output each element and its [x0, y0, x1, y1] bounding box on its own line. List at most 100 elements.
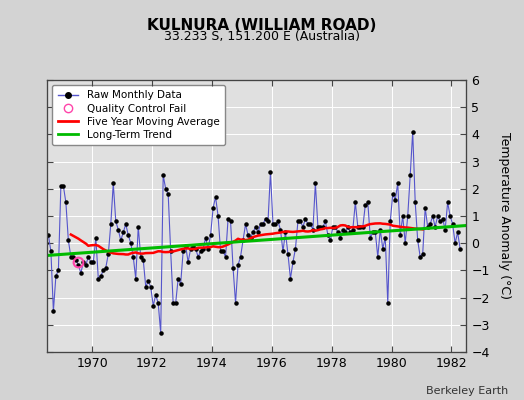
- Point: [64, 237, 72, 244]
- Point: [281, 229, 290, 236]
- Point: [456, 246, 464, 252]
- Point: [177, 281, 185, 287]
- Point: [141, 284, 150, 290]
- Point: [199, 246, 208, 252]
- Point: [376, 226, 385, 233]
- Point: [42, 240, 50, 246]
- Point: [356, 224, 365, 230]
- Point: [157, 330, 165, 336]
- Point: [89, 259, 97, 266]
- Point: [72, 256, 80, 263]
- Point: [403, 213, 412, 219]
- Point: [351, 199, 359, 206]
- Point: [384, 300, 392, 306]
- Point: [184, 259, 192, 266]
- Point: [119, 229, 127, 236]
- Point: [124, 232, 133, 238]
- Point: [154, 300, 162, 306]
- Point: [266, 169, 275, 176]
- Point: [47, 248, 55, 254]
- Point: [396, 232, 405, 238]
- Point: [413, 237, 422, 244]
- Point: [129, 254, 137, 260]
- Point: [77, 270, 85, 276]
- Point: [134, 224, 143, 230]
- Point: [294, 218, 302, 225]
- Point: [32, 196, 40, 203]
- Point: [341, 229, 350, 236]
- Point: [348, 226, 357, 233]
- Point: [276, 226, 285, 233]
- Point: [214, 213, 222, 219]
- Point: [211, 194, 220, 200]
- Point: [82, 262, 90, 268]
- Point: [194, 254, 202, 260]
- Point: [49, 308, 58, 314]
- Point: [431, 224, 439, 230]
- Point: [242, 221, 250, 227]
- Point: [261, 216, 270, 222]
- Point: [286, 275, 294, 282]
- Point: [389, 191, 397, 198]
- Text: KULNURA (WILLIAM ROAD): KULNURA (WILLIAM ROAD): [147, 18, 377, 33]
- Point: [271, 221, 280, 227]
- Point: [221, 254, 230, 260]
- Point: [336, 234, 345, 241]
- Point: [439, 216, 447, 222]
- Point: [436, 218, 444, 225]
- Point: [311, 180, 320, 186]
- Point: [189, 243, 198, 249]
- Point: [296, 218, 304, 225]
- Point: [429, 213, 437, 219]
- Point: [371, 229, 379, 236]
- Point: [339, 226, 347, 233]
- Point: [451, 240, 460, 246]
- Point: [99, 267, 107, 274]
- Point: [34, 243, 42, 249]
- Point: [84, 254, 93, 260]
- Point: [191, 246, 200, 252]
- Point: [92, 234, 100, 241]
- Point: [86, 259, 95, 266]
- Point: [201, 234, 210, 241]
- Point: [112, 218, 120, 225]
- Point: [216, 248, 225, 254]
- Point: [57, 183, 65, 189]
- Point: [358, 224, 367, 230]
- Point: [409, 128, 417, 135]
- Point: [331, 224, 340, 230]
- Point: [426, 221, 434, 227]
- Point: [344, 224, 352, 230]
- Point: [239, 237, 247, 244]
- Point: [102, 264, 110, 271]
- Point: [106, 221, 115, 227]
- Point: [159, 172, 167, 178]
- Point: [421, 205, 429, 211]
- Point: [219, 248, 227, 254]
- Point: [269, 221, 277, 227]
- Point: [96, 273, 105, 279]
- Point: [284, 251, 292, 257]
- Point: [164, 191, 172, 198]
- Point: [224, 216, 232, 222]
- Point: [364, 199, 372, 206]
- Point: [264, 218, 272, 225]
- Point: [309, 226, 317, 233]
- Point: [252, 224, 260, 230]
- Point: [259, 221, 267, 227]
- Point: [361, 202, 369, 208]
- Point: [411, 199, 419, 206]
- Point: [381, 234, 389, 241]
- Point: [187, 246, 195, 252]
- Point: [394, 180, 402, 186]
- Point: [54, 267, 62, 274]
- Point: [378, 246, 387, 252]
- Point: [127, 240, 135, 246]
- Point: [391, 196, 399, 203]
- Point: [39, 237, 48, 244]
- Point: [453, 229, 462, 236]
- Point: [161, 186, 170, 192]
- Legend: Raw Monthly Data, Quality Control Fail, Five Year Moving Average, Long-Term Tren: Raw Monthly Data, Quality Control Fail, …: [52, 85, 225, 145]
- Point: [147, 284, 155, 290]
- Point: [149, 302, 157, 309]
